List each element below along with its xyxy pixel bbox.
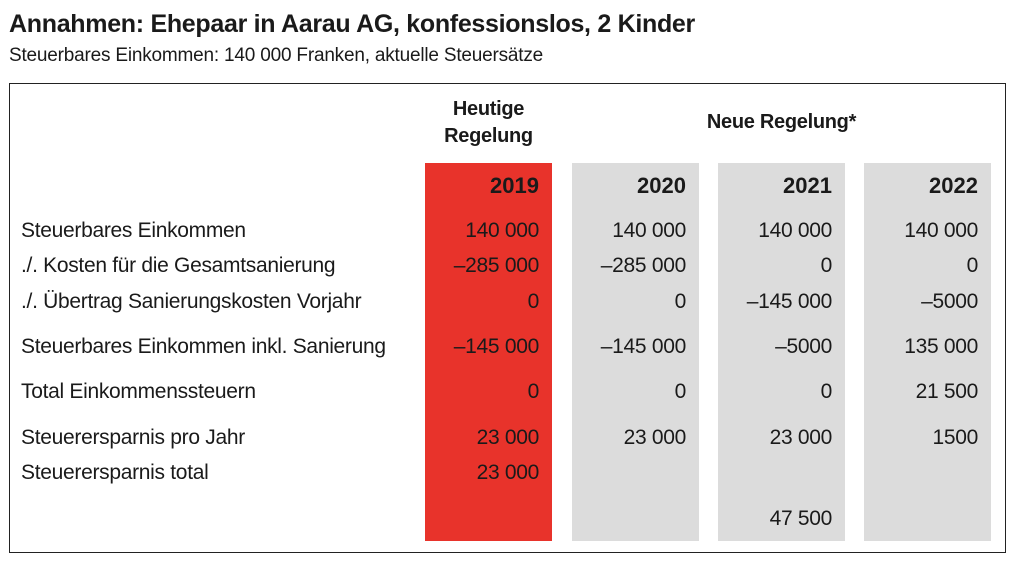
cell-value: 0 xyxy=(674,290,687,313)
header-current-line-2: Regelung xyxy=(444,125,533,147)
row-label: ./. Übertrag Sanierungskosten Vorjahr xyxy=(21,290,362,313)
column-bg-2020 xyxy=(572,163,699,541)
column-bg-2022 xyxy=(864,163,991,541)
year-2020: 2020 xyxy=(637,173,686,198)
cell-value: –145 000 xyxy=(600,335,687,358)
row-label: ./. Kosten für die Gesamtsanierung xyxy=(21,254,336,277)
row-label: Steuerersparnis total xyxy=(21,461,209,484)
header-new-regulation: Neue Regelung* xyxy=(706,111,857,133)
column-bg-current xyxy=(425,163,552,541)
row-label: Total Einkommenssteuern xyxy=(21,380,256,403)
cell-value: –5000 xyxy=(775,335,832,358)
cell-value: –285 000 xyxy=(453,254,540,277)
header-current-line-1: Heutige xyxy=(452,98,525,120)
cell-value: 0 xyxy=(527,380,540,403)
cell-value: –5000 xyxy=(921,290,978,313)
cell-value: 0 xyxy=(966,254,979,277)
cell-value: –285 000 xyxy=(600,254,687,277)
cell-value: 23 000 xyxy=(476,426,540,449)
cell-value: 21 500 xyxy=(915,380,979,403)
header-current-regulation: Heutige Regelung xyxy=(425,96,552,150)
cell-value: 1500 xyxy=(932,426,978,449)
row-label: Steuerbares Einkommen xyxy=(21,219,246,242)
year-2022: 2022 xyxy=(929,173,978,198)
column-bg-2021 xyxy=(718,163,845,541)
cell-value: 0 xyxy=(820,380,833,403)
cell-value: –145 000 xyxy=(453,335,540,358)
row-label: Steuerersparnis pro Jahr xyxy=(21,426,245,449)
cell-value: 0 xyxy=(674,380,687,403)
cell-value: 23 000 xyxy=(623,426,687,449)
year-2019: 2019 xyxy=(490,173,539,198)
table-frame xyxy=(9,83,1006,553)
cell-value: 0 xyxy=(527,290,540,313)
cell-value: 23 000 xyxy=(769,426,833,449)
cell-value: 140 000 xyxy=(612,219,686,242)
row-label: Steuerbares Einkommen inkl. Sanierung xyxy=(21,335,386,358)
cell-value: 135 000 xyxy=(904,335,978,358)
page-subtitle: Steuerbares Einkommen: 140 000 Franken, … xyxy=(9,45,544,66)
page-title: Annahmen: Ehepaar in Aarau AG, konfessio… xyxy=(9,10,695,38)
cell-value: 23 000 xyxy=(476,461,540,484)
new-regulation-total: 47 500 xyxy=(769,507,833,530)
year-2021: 2021 xyxy=(783,173,832,198)
cell-value: 140 000 xyxy=(904,219,978,242)
cell-value: 140 000 xyxy=(758,219,832,242)
cell-value: 0 xyxy=(820,254,833,277)
cell-value: 140 000 xyxy=(465,219,539,242)
cell-value: –145 000 xyxy=(746,290,833,313)
